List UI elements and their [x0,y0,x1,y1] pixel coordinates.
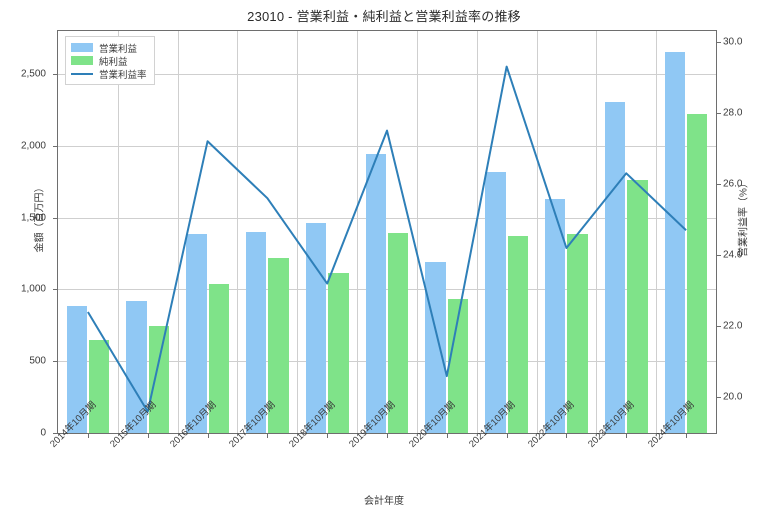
y-axis-tick-mark-left [53,145,57,147]
bar-operating-profit[interactable] [365,154,386,433]
y-axis-tick-mark-right [717,183,721,185]
y-axis-tick-mark-left [53,433,57,434]
legend-label: 営業利益 [99,43,138,55]
y-axis-tick-mark-right [717,41,721,43]
x-axis-label: 会計年度 [364,496,404,507]
y-axis-tick-label-right: 28.0 [723,107,743,119]
bar-group [537,31,597,433]
gridline-vertical [476,31,478,433]
bar-group [596,31,656,433]
y-axis-label-right: 営業利益率（%） [738,178,750,257]
legend-swatch-icon-operating-profit [71,43,93,52]
line-operating-margin [87,65,687,413]
bar-net-profit[interactable] [148,325,170,433]
bar-operating-profit[interactable] [604,102,626,433]
bar-net-profit[interactable] [328,272,349,433]
bar-operating-profit[interactable] [66,305,87,433]
gridline-horizontal [58,74,716,76]
x-axis-tick-mark [446,434,448,438]
y-axis-tick-label-right: 24.0 [723,249,743,261]
legend-label: 純利益 [99,56,128,68]
y-axis-tick-mark-left [53,361,57,363]
y-axis-tick-label-right: 30.0 [723,36,743,48]
bar-net-profit[interactable] [268,257,289,433]
y-axis-tick-mark-left [53,74,57,76]
bar-group [237,31,297,433]
gridline-vertical [416,31,418,433]
bar-operating-profit[interactable] [186,234,207,433]
y-axis-tick-label-right: 20.0 [723,391,743,403]
bar-operating-profit[interactable] [425,262,446,433]
bar-group [477,31,537,433]
bar-group [417,31,477,433]
legend-item-operating-profit: 営業利益 [71,41,147,55]
plot-area [57,30,717,434]
x-axis-tick-mark [566,434,568,438]
y-axis-tick-label-right: 26.0 [723,178,743,190]
y-axis-tick-mark-right [717,397,721,399]
y-axis-tick-label-left: 2,500 [20,68,46,80]
gridline-vertical [357,31,359,433]
gridline-vertical [237,31,239,433]
legend-item-net-profit: 純利益 [71,54,147,68]
gridline-vertical [596,31,598,433]
bar-group [357,31,417,433]
gridline-vertical [536,31,538,433]
bar-net-profit[interactable] [387,232,409,433]
y-axis-tick-label-left: 500 [29,355,46,367]
bar-group [178,31,238,433]
gridline-horizontal [58,361,716,363]
gridline-vertical [297,31,299,433]
bar-operating-profit[interactable] [246,232,267,433]
gridline-horizontal [58,217,716,219]
bar-net-profit[interactable] [447,299,469,433]
chart-legend: 営業利益 純利益 営業利益率 [65,36,155,85]
bar-net-profit[interactable] [88,339,110,433]
y-axis-tick-mark-left [53,289,57,291]
y-axis-tick-label-left: 1,500 [20,212,46,224]
y-axis-tick-mark-right [717,112,721,114]
x-axis-tick-mark [506,434,508,438]
y-axis-tick-mark-left [53,217,57,219]
bar-group [656,31,716,433]
x-axis-tick-mark [147,434,149,438]
chart-title: 23010 - 営業利益・純利益と営業利益率の推移 [247,9,521,24]
y-axis-label-left: 金額（百万円） [34,182,46,253]
gridline-vertical [117,31,119,433]
y-axis-tick-label-left: 1,000 [20,283,46,295]
legend-label: 営業利益率 [99,69,147,81]
bar-operating-profit[interactable] [545,199,566,433]
x-axis-tick-mark [327,434,329,438]
x-axis-tick-mark [87,434,89,438]
bars-layer [58,31,716,433]
legend-swatch-icon-net-profit [71,56,93,65]
y-axis-tick-mark-right [717,326,721,328]
legend-item-operating-margin: 営業利益率 [71,67,147,81]
gridlines [58,31,716,433]
y-axis-tick-mark-right [717,255,721,257]
gridline-vertical [177,31,179,433]
gridline-vertical [656,31,658,433]
operating-margin-line-layer [87,65,687,413]
bar-net-profit[interactable] [567,233,588,433]
bar-net-profit[interactable] [627,180,648,433]
legend-line-icon-operating-margin [71,72,93,75]
y-axis-tick-label-left: 2,000 [20,140,46,152]
x-axis-tick-mark [686,434,688,438]
bar-net-profit[interactable] [507,235,528,433]
x-axis-tick-mark [267,434,269,438]
y-axis-tick-label-right: 22.0 [723,320,743,332]
x-axis-tick-mark [387,434,388,438]
bar-net-profit[interactable] [208,284,229,433]
y-axis-tick-label-left: 0 [40,427,46,439]
gridline-horizontal [58,145,716,147]
bar-net-profit[interactable] [687,113,708,433]
bar-group [58,31,118,433]
bar-operating-profit[interactable] [485,172,506,433]
x-axis-tick-mark [626,434,628,438]
bar-operating-profit[interactable] [664,51,686,433]
gridline-horizontal [58,289,716,291]
x-axis-tick-mark [207,434,209,438]
